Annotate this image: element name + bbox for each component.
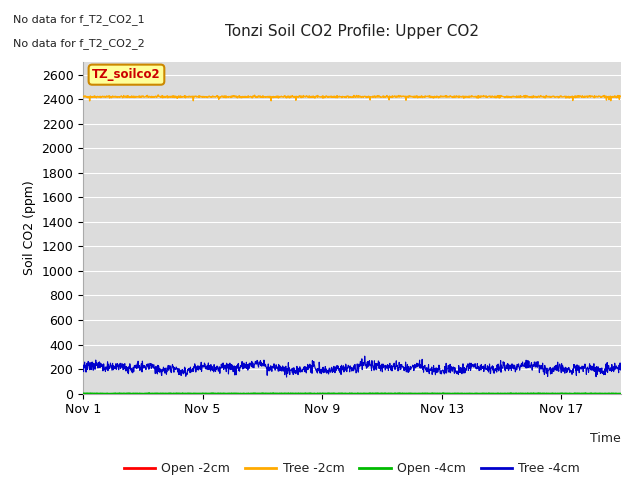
Text: No data for f_T2_CO2_1: No data for f_T2_CO2_1	[13, 14, 145, 25]
Legend: Open -2cm, Tree -2cm, Open -4cm, Tree -4cm: Open -2cm, Tree -2cm, Open -4cm, Tree -4…	[119, 457, 585, 480]
Y-axis label: Soil CO2 (ppm): Soil CO2 (ppm)	[23, 180, 36, 276]
Text: TZ_soilco2: TZ_soilco2	[92, 68, 161, 81]
Text: No data for f_T2_CO2_2: No data for f_T2_CO2_2	[13, 38, 145, 49]
Text: Tonzi Soil CO2 Profile: Upper CO2: Tonzi Soil CO2 Profile: Upper CO2	[225, 24, 479, 39]
Text: Time: Time	[590, 432, 621, 445]
